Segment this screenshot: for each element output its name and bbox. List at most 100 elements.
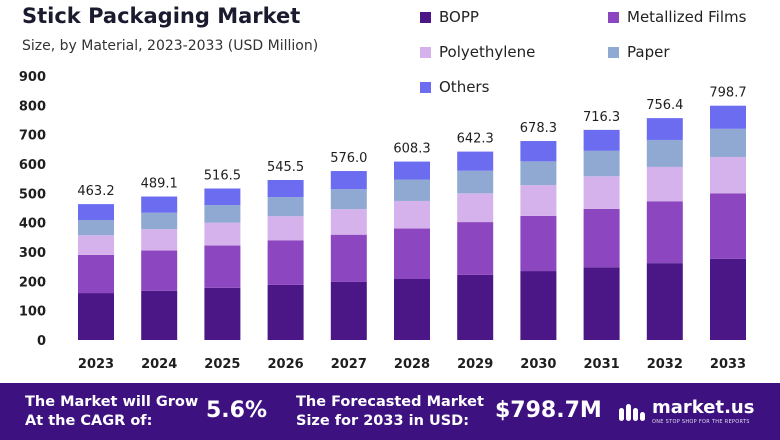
- legend-label-others: Others: [439, 78, 490, 96]
- bar-segment-polyethylene: [457, 193, 494, 223]
- legend-label-bopp: BOPP: [439, 8, 479, 26]
- legend-swatch-others: [420, 81, 431, 93]
- brand-logo: market.us ONE STOP SHOP FOR THE REPORTS: [618, 399, 754, 425]
- bar-total-label: 489.1: [141, 177, 178, 192]
- bar-segment-others: [583, 129, 620, 151]
- bar-segment-metallized-films: [330, 234, 367, 282]
- cagr-value: 5.6%: [206, 398, 268, 423]
- bar-segment-metallized-films: [78, 254, 114, 294]
- bar-segment-bopp: [267, 284, 304, 340]
- bar-segment-paper: [330, 189, 367, 210]
- bar-segment-others: [457, 151, 494, 171]
- x-tick-label: 2027: [331, 357, 367, 372]
- bar-segment-metallized-films: [204, 245, 241, 288]
- legend-item-polyethylene: Polyethylene: [420, 43, 535, 61]
- bar-segment-paper: [141, 212, 178, 230]
- y-tick-label: 0: [37, 334, 46, 349]
- legend-item-others: Others: [420, 78, 489, 96]
- forecast-label: The Forecasted Market Size for 2033 in U…: [296, 393, 484, 431]
- bar-total-label: 608.3: [393, 142, 430, 157]
- legend-item-metallized-films: Metallized Films: [608, 8, 746, 26]
- stacked-bar-chart: 0 100 200 300 400 500 600 700 800 900 463.2 2023 489…: [19, 70, 747, 372]
- bar-segment-others: [141, 196, 178, 213]
- bar-total-label: 756.4: [646, 98, 683, 113]
- forecast-label-line2: Size for 2033 in USD:: [296, 413, 470, 429]
- bar-segment-others: [646, 118, 683, 140]
- footer-banner: The Market will Grow At the CAGR of: 5.6…: [0, 383, 780, 440]
- legend-swatch-metallized-films: [608, 11, 619, 23]
- legend-label-metallized-films: Metallized Films: [627, 8, 747, 26]
- x-tick-label: 2023: [78, 357, 114, 372]
- legend-label-paper: Paper: [627, 43, 670, 61]
- market-us-logo-icon: [619, 404, 645, 421]
- x-tick-label: 2026: [268, 357, 304, 372]
- bar-segment-bopp: [457, 274, 494, 340]
- bar-segment-others: [394, 161, 430, 180]
- y-tick-label: 800: [19, 99, 46, 114]
- x-tick-label: 2025: [204, 357, 240, 372]
- bar-segment-polyethylene: [330, 209, 367, 235]
- bar-total-label: 463.2: [77, 184, 114, 199]
- bar-segment-bopp: [78, 293, 114, 340]
- y-tick-label: 700: [19, 129, 46, 144]
- bar-segment-polyethylene: [520, 185, 557, 216]
- x-tick-label: 2033: [710, 357, 746, 372]
- bar-segment-others: [204, 188, 241, 206]
- bar-segment-others: [710, 105, 746, 129]
- bar-segment-bopp: [141, 290, 178, 340]
- x-tick-label: 2029: [457, 357, 493, 372]
- bar-segment-polyethylene: [204, 222, 241, 246]
- cagr-label: The Market will Grow At the CAGR of:: [25, 393, 198, 431]
- bar-segment-paper: [710, 128, 746, 157]
- bar-segment-polyethylene: [710, 156, 746, 194]
- bar-segment-paper: [457, 170, 494, 194]
- x-tick-label: 2024: [141, 357, 177, 372]
- bar-total-label: 678.3: [520, 121, 557, 136]
- bar-segment-paper: [520, 161, 557, 186]
- bar-segment-metallized-films: [646, 201, 683, 264]
- bar-segment-metallized-films: [710, 193, 746, 259]
- legend-swatch-paper: [608, 46, 619, 58]
- legend-item-bopp: BOPP: [420, 8, 479, 26]
- bar-segment-bopp: [583, 267, 620, 340]
- bar-segment-others: [520, 141, 557, 162]
- brand-tagline: ONE STOP SHOP FOR THE REPORTS: [652, 419, 750, 425]
- bar-segment-others: [330, 171, 367, 190]
- bar-segment-polyethylene: [646, 166, 683, 202]
- y-tick-label: 900: [19, 70, 46, 85]
- chart-subtitle: Size, by Material, 2023-2033 (USD Millio…: [22, 38, 319, 54]
- legend-swatch-polyethylene: [420, 46, 431, 58]
- bar-segment-metallized-films: [394, 228, 430, 279]
- legend-label-polyethylene: Polyethylene: [439, 43, 536, 61]
- bar-segment-bopp: [646, 263, 683, 340]
- x-tick-label: 2031: [584, 357, 620, 372]
- bar-segment-paper: [646, 139, 683, 167]
- bar-total-label: 516.5: [204, 168, 241, 183]
- bar-total-label: 798.7: [709, 86, 746, 101]
- x-tick-label: 2030: [520, 357, 556, 372]
- bar-segment-paper: [204, 205, 241, 223]
- y-tick-label: 200: [19, 275, 46, 290]
- cagr-label-line1: The Market will Grow: [25, 394, 199, 410]
- bar-segment-paper: [267, 197, 304, 217]
- bar-segment-metallized-films: [267, 240, 304, 285]
- bar-total-label: 716.3: [583, 110, 620, 125]
- legend-swatch-bopp: [420, 11, 431, 23]
- bar-segment-paper: [394, 179, 430, 201]
- bar-segment-bopp: [204, 287, 241, 340]
- bar-segment-bopp: [330, 281, 367, 340]
- bar-segment-others: [78, 204, 114, 221]
- bar-segment-polyethylene: [583, 176, 620, 209]
- bar-segment-metallized-films: [141, 250, 178, 291]
- legend-item-paper: Paper: [608, 43, 669, 61]
- y-tick-label: 400: [19, 217, 46, 232]
- bar-segment-bopp: [394, 278, 430, 340]
- bar-segment-polyethylene: [78, 235, 114, 255]
- forecast-value: $798.7M: [495, 398, 602, 423]
- bar-segment-polyethylene: [141, 229, 178, 251]
- y-tick-label: 600: [19, 158, 46, 173]
- bar-segment-others: [267, 179, 304, 198]
- y-tick-label: 300: [19, 246, 46, 261]
- bar-total-label: 576.0: [330, 151, 367, 166]
- bar-total-label: 545.5: [267, 160, 304, 175]
